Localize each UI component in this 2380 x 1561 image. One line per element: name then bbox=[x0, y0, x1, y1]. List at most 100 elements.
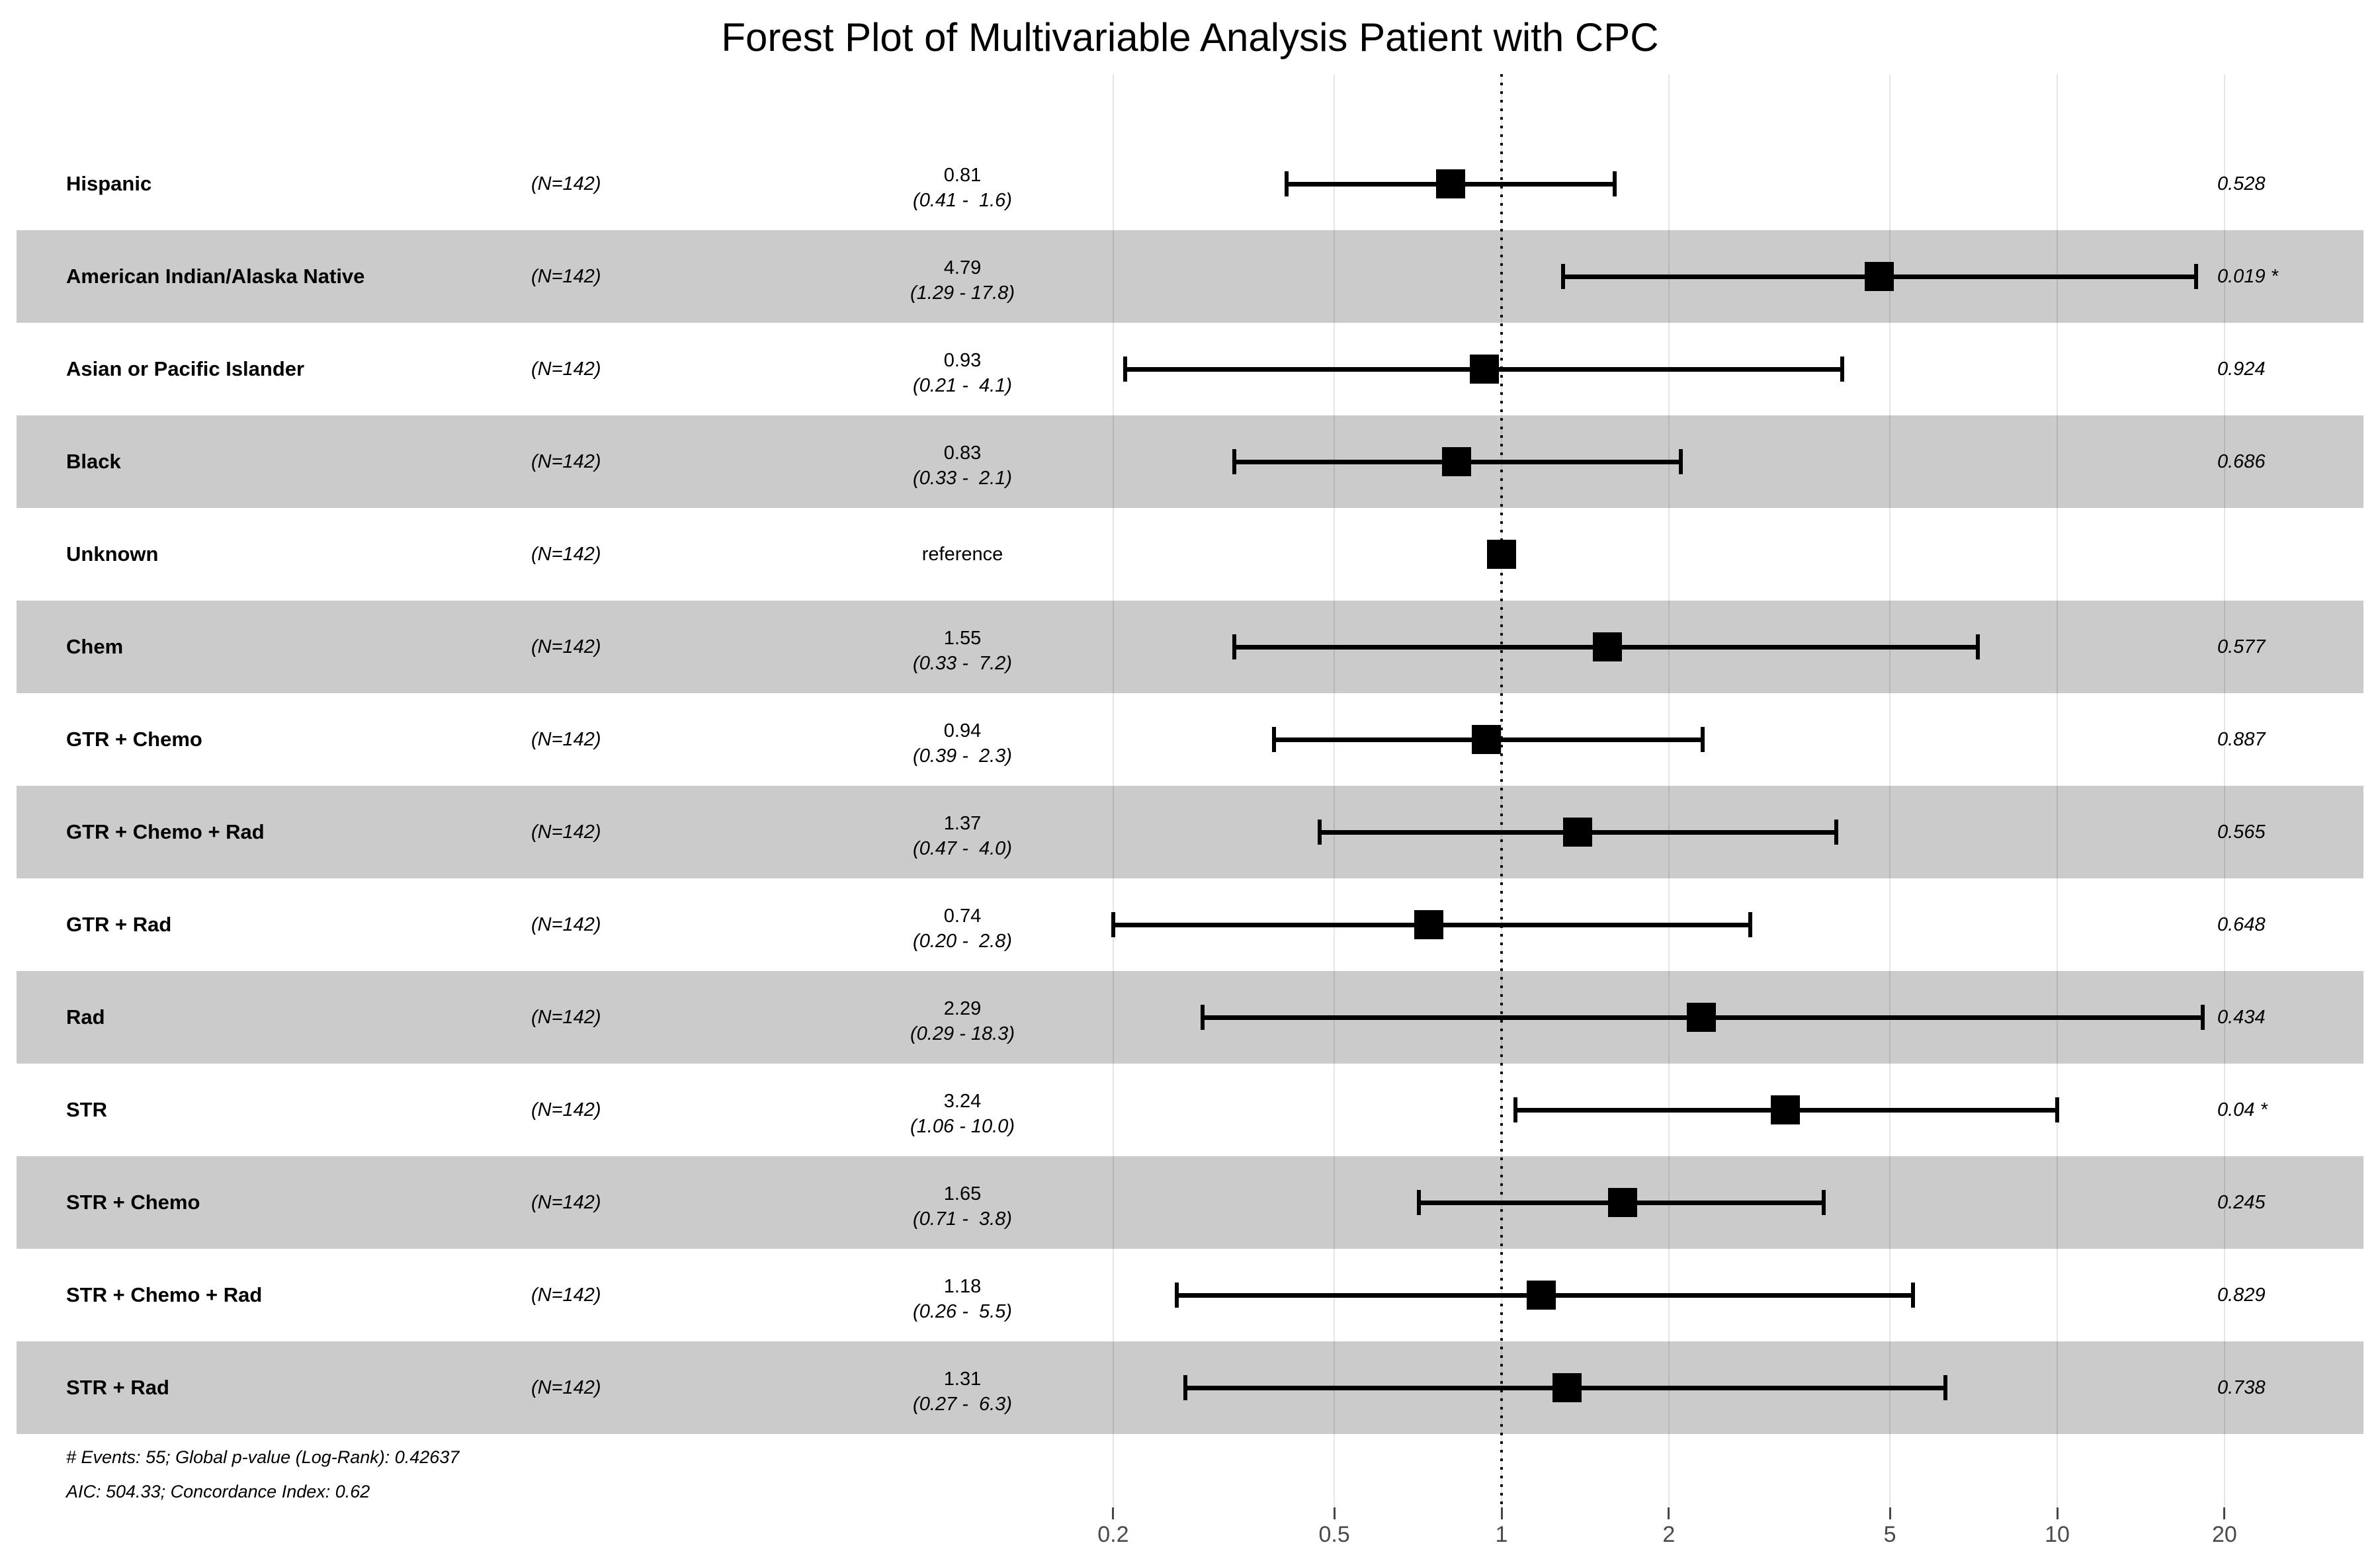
row-estimate-group: 2.29 (0.29 - 18.3) bbox=[830, 996, 1095, 1046]
row-p-value: 0.924 bbox=[2217, 359, 2266, 380]
row-p-value: 0.019 * bbox=[2217, 266, 2278, 287]
axis-tick-label: 0.2 bbox=[1097, 1522, 1129, 1547]
axis-tick-label: 20 bbox=[2211, 1522, 2237, 1547]
row-p-value: 0.738 bbox=[2217, 1377, 2266, 1398]
row-label: STR + Rad bbox=[66, 1376, 169, 1399]
row-label: Rad bbox=[66, 1005, 105, 1029]
forest-marker bbox=[1442, 447, 1472, 476]
forest-marker bbox=[1552, 1373, 1582, 1402]
row-label: GTR + Chemo + Rad bbox=[66, 820, 265, 843]
row-p-value: 0.528 bbox=[2217, 173, 2266, 194]
row-p-value: 0.829 bbox=[2217, 1285, 2266, 1306]
row-estimate: 0.74 bbox=[943, 906, 982, 927]
forest-whisker-cap-left bbox=[1183, 1375, 1188, 1400]
row-n: (N=142) bbox=[531, 1285, 601, 1306]
row-p-value: 0.245 bbox=[2217, 1192, 2266, 1213]
row-estimate: 1.31 bbox=[943, 1369, 982, 1390]
forest-marker bbox=[1469, 355, 1499, 384]
reference-line bbox=[1500, 74, 1503, 1507]
row-estimate-group: 0.81 (0.41 - 1.6) bbox=[830, 163, 1095, 213]
row-estimate-group: 0.83 (0.33 - 2.1) bbox=[830, 441, 1095, 491]
row-p-value: 0.577 bbox=[2217, 636, 2266, 657]
row-estimate-group: 1.55 (0.33 - 7.2) bbox=[830, 626, 1095, 676]
forest-whisker-cap-right bbox=[1700, 727, 1705, 752]
row-estimate-group: 1.37 (0.47 - 4.0) bbox=[830, 811, 1095, 861]
forest-whisker-cap-left bbox=[1272, 727, 1277, 752]
forest-whisker-cap-right bbox=[1840, 357, 1844, 382]
axis-tick bbox=[1333, 1507, 1336, 1519]
row-n: (N=142) bbox=[531, 359, 601, 380]
row-p-value: 0.648 bbox=[2217, 914, 2266, 935]
row-estimate-group: 0.94 (0.39 - 2.3) bbox=[830, 718, 1095, 769]
row-ci: (0.21 - 4.1) bbox=[913, 375, 1012, 396]
row-n: (N=142) bbox=[531, 173, 601, 194]
row-ci: (0.71 - 3.8) bbox=[913, 1208, 1012, 1230]
forest-whisker-cap-right bbox=[1834, 820, 1838, 845]
forest-whisker-cap-left bbox=[1417, 1190, 1422, 1215]
axis-tick bbox=[1668, 1507, 1670, 1519]
row-estimate: 1.18 bbox=[943, 1276, 982, 1297]
forest-whisker-cap-left bbox=[1232, 449, 1236, 474]
axis-tick-label: 1 bbox=[1495, 1522, 1508, 1547]
grid-line bbox=[2223, 74, 2225, 1507]
row-p-value: 0.434 bbox=[2217, 1007, 2266, 1028]
forest-whisker-cap-left bbox=[1317, 820, 1322, 845]
row-n: (N=142) bbox=[531, 914, 601, 935]
grid-line bbox=[1889, 74, 1891, 1507]
row-ci: (0.20 - 2.8) bbox=[913, 931, 1012, 952]
row-stripe bbox=[17, 415, 2363, 508]
row-n: (N=142) bbox=[531, 1007, 601, 1028]
row-stripe bbox=[17, 1156, 2363, 1249]
row-label: Unknown bbox=[66, 542, 159, 566]
row-p-value: 0.565 bbox=[2217, 822, 2266, 843]
row-n: (N=142) bbox=[531, 822, 601, 843]
axis-tick bbox=[2223, 1507, 2226, 1519]
row-estimate: 0.93 bbox=[943, 350, 982, 371]
forest-whisker-cap-left bbox=[1174, 1283, 1179, 1308]
forest-marker bbox=[1607, 1188, 1637, 1217]
row-estimate: 4.79 bbox=[943, 257, 982, 278]
grid-line bbox=[1112, 74, 1114, 1507]
row-label: STR + Chemo bbox=[66, 1191, 200, 1214]
row-estimate-group: 0.93 (0.21 - 4.1) bbox=[830, 348, 1095, 398]
forest-whisker-cap-right bbox=[2201, 1005, 2205, 1030]
axis-tick bbox=[2056, 1507, 2059, 1519]
forest-whisker-cap-left bbox=[1123, 357, 1127, 382]
grid-line bbox=[2057, 74, 2058, 1507]
row-n: (N=142) bbox=[531, 266, 601, 287]
row-estimate-group: 3.24 (1.06 - 10.0) bbox=[830, 1089, 1095, 1139]
row-ci: (0.27 - 6.3) bbox=[913, 1394, 1012, 1415]
row-n: (N=142) bbox=[531, 729, 601, 750]
axis-tick-label: 2 bbox=[1662, 1522, 1676, 1547]
forest-whisker-cap-left bbox=[1232, 634, 1236, 659]
row-estimate-group: 1.65 (0.71 - 3.8) bbox=[830, 1181, 1095, 1232]
grid-line bbox=[1668, 74, 1670, 1507]
row-ci: (1.29 - 17.8) bbox=[910, 282, 1015, 304]
row-label: Asian or Pacific Islander bbox=[66, 357, 305, 380]
row-label: GTR + Chemo bbox=[66, 728, 202, 751]
row-label: Hispanic bbox=[66, 172, 152, 195]
forest-whisker-cap-right bbox=[2055, 1097, 2059, 1122]
forest-whisker-cap-right bbox=[1748, 912, 1752, 937]
axis-tick-label: 5 bbox=[1883, 1522, 1896, 1547]
row-n: (N=142) bbox=[531, 1099, 601, 1120]
row-p-value: 0.887 bbox=[2217, 729, 2266, 750]
forest-whisker-cap-right bbox=[1943, 1375, 1948, 1400]
forest-whisker-cap-left bbox=[1201, 1005, 1205, 1030]
row-estimate: reference bbox=[921, 544, 1003, 565]
row-ci: (0.26 - 5.5) bbox=[913, 1301, 1012, 1322]
row-estimate-group: 1.18 (0.26 - 5.5) bbox=[830, 1274, 1095, 1324]
forest-marker bbox=[1487, 540, 1516, 569]
axis-tick bbox=[1500, 1507, 1503, 1519]
row-n: (N=142) bbox=[531, 544, 601, 565]
forest-whisker-cap-right bbox=[1613, 171, 1617, 196]
forest-whisker-cap-right bbox=[1822, 1190, 1826, 1215]
footer-line-1: # Events: 55; Global p-value (Log-Rank):… bbox=[66, 1447, 460, 1467]
row-n: (N=142) bbox=[531, 451, 601, 472]
row-ci: (0.33 - 7.2) bbox=[913, 653, 1012, 674]
row-ci: (0.41 - 1.6) bbox=[913, 190, 1012, 211]
row-stripe bbox=[17, 601, 2363, 693]
forest-marker bbox=[1562, 818, 1592, 847]
row-estimate-group: 0.74 (0.20 - 2.8) bbox=[830, 904, 1095, 954]
